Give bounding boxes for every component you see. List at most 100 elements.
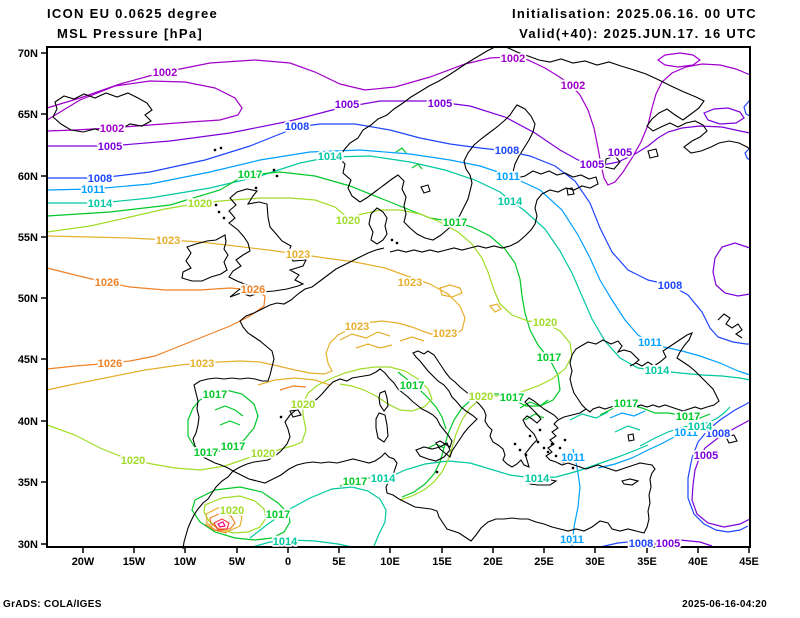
isobar-1014 xyxy=(614,425,641,433)
coastline xyxy=(181,234,229,282)
isobar-1014 xyxy=(569,411,609,421)
island-dot xyxy=(546,450,550,454)
isobar-label-1023: 1023 xyxy=(345,321,369,333)
island-dot xyxy=(513,442,517,446)
isobar-1008 xyxy=(47,123,750,345)
isobar-1014 xyxy=(387,444,649,479)
isobar-1008 xyxy=(599,540,673,548)
isobar-label-1017: 1017 xyxy=(537,352,561,364)
isobar-label-1020: 1020 xyxy=(220,505,244,517)
coastline xyxy=(192,247,559,472)
island-dot xyxy=(542,446,546,450)
isobar-label-1026: 1026 xyxy=(98,358,122,370)
island-dot xyxy=(395,241,399,245)
coastline xyxy=(378,390,389,412)
isobar-1017 xyxy=(339,476,381,487)
coastline xyxy=(338,46,496,203)
island-dot xyxy=(219,146,223,150)
coastline xyxy=(415,442,451,462)
isobar-label-1017: 1017 xyxy=(266,509,290,521)
title-initialisation: Initialisation: 2025.06.16. 00 UTC xyxy=(511,6,757,21)
isobar-1011 xyxy=(609,410,646,419)
coastline xyxy=(717,313,743,339)
isobar-label-1002: 1002 xyxy=(100,123,124,135)
lat-tick-label: 30N xyxy=(18,539,38,551)
isobar-1017 xyxy=(411,163,423,170)
lon-tick-label: 5W xyxy=(229,556,246,568)
isobar-1008 xyxy=(743,99,751,117)
island-dot xyxy=(275,174,279,178)
isobar-label-1014: 1014 xyxy=(525,473,550,485)
island-dot xyxy=(302,406,306,410)
isobar-1017 xyxy=(395,147,407,154)
isobar-label-1005: 1005 xyxy=(694,450,718,462)
title-field: MSL Pressure [hPa] xyxy=(57,26,203,41)
isobar-label-1023: 1023 xyxy=(286,249,310,261)
isobar-label-1014: 1014 xyxy=(88,198,113,210)
isobar-1023 xyxy=(399,336,425,342)
isobar-1020 xyxy=(46,197,573,501)
isobar-1005 xyxy=(691,419,751,528)
isobar-1023 xyxy=(439,284,463,298)
lon-tick-label: 5E xyxy=(332,556,345,568)
island-dot xyxy=(254,186,258,190)
isobar-1011 xyxy=(571,448,581,548)
isobar-label-1020: 1020 xyxy=(251,448,275,460)
isobar-label-1008: 1008 xyxy=(88,173,112,185)
isobar-label-1017: 1017 xyxy=(203,389,227,401)
isobar-label-1014: 1014 xyxy=(645,365,670,377)
isobar-1005 xyxy=(644,539,713,548)
coastline xyxy=(604,155,621,170)
lat-tick-label: 55N xyxy=(18,232,38,244)
isobar-label-1014: 1014 xyxy=(688,421,713,433)
lat-tick-label: 65N xyxy=(18,109,38,121)
coastline xyxy=(368,207,388,245)
isobar-1014 xyxy=(47,155,751,381)
isobar-label-1008: 1008 xyxy=(629,538,653,550)
coastline xyxy=(505,46,751,154)
isobar-label-1020: 1020 xyxy=(291,399,315,411)
isobar-label-1020: 1020 xyxy=(469,391,493,403)
isobar-1023 xyxy=(46,235,466,391)
coastline xyxy=(569,331,720,413)
isobar-1014 xyxy=(249,486,387,547)
lon-tick-label: 45E xyxy=(739,556,759,568)
isobar-1014 xyxy=(639,406,731,447)
isobar-label-1017: 1017 xyxy=(343,476,367,488)
isobar-label-1005: 1005 xyxy=(335,99,359,111)
isobar-label-1002: 1002 xyxy=(561,80,585,92)
lon-tick-label: 35E xyxy=(637,556,657,568)
coastline xyxy=(375,412,389,443)
island-dot xyxy=(528,434,532,438)
isobar-1017 xyxy=(524,413,545,421)
isobar-1017 xyxy=(519,399,549,409)
isobar-1032 xyxy=(217,521,226,528)
isobar-label-1020: 1020 xyxy=(121,455,145,467)
coastline xyxy=(232,408,656,542)
island-dot xyxy=(558,446,562,450)
isobar-label-1011: 1011 xyxy=(81,184,105,196)
lat-tick-label: 50N xyxy=(18,293,38,305)
footer-creation-timestamp: 2025-06-16-04:20 xyxy=(682,599,767,610)
lon-tick-label: 15W xyxy=(123,556,146,568)
isobar-label-1023: 1023 xyxy=(190,358,214,370)
isobar-label-1011: 1011 xyxy=(674,427,698,439)
isobar-label-1017: 1017 xyxy=(221,441,245,453)
isobar-label-1014: 1014 xyxy=(498,196,523,208)
isobar-label-1011: 1011 xyxy=(496,171,520,183)
coastline xyxy=(725,434,738,444)
isobar-1026 xyxy=(46,267,266,370)
isobar-1023 xyxy=(339,331,391,341)
isobar-1023 xyxy=(488,303,502,313)
isobar-1005 xyxy=(47,100,751,167)
island-dot xyxy=(563,438,567,442)
lon-tick-label: 20E xyxy=(483,556,503,568)
island-dot xyxy=(213,148,217,152)
isobar-label-1020: 1020 xyxy=(188,198,212,210)
island-dot xyxy=(568,454,572,458)
isobar-label-1008: 1008 xyxy=(706,428,730,440)
lon-tick-label: 10E xyxy=(380,556,400,568)
isobar-1023 xyxy=(205,506,243,532)
